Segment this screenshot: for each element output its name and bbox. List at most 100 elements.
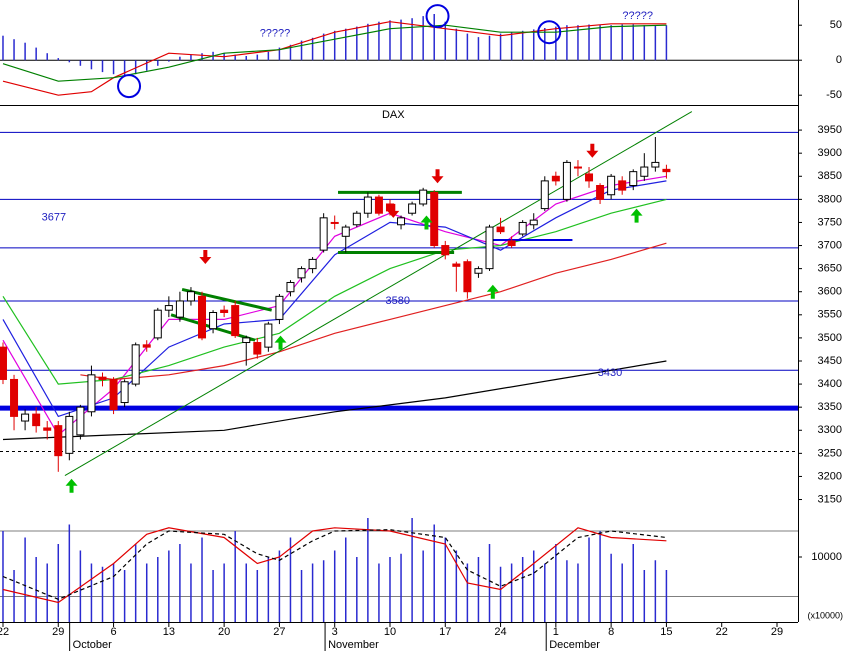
candle-body — [87, 374, 96, 413]
signal-arrow — [420, 215, 433, 230]
y-tick-label: 0 — [836, 54, 842, 66]
indicator-line — [2, 24, 667, 82]
stochastic-line — [2, 527, 667, 604]
candle-body — [330, 221, 339, 224]
candle-body — [220, 309, 229, 313]
y-tick-label: 10000 — [811, 551, 842, 563]
candle-body — [175, 300, 184, 318]
candle-body — [618, 180, 627, 191]
y-tick-label: -50 — [826, 89, 842, 101]
candle-body — [120, 381, 129, 404]
y-tick-label: 3900 — [818, 147, 842, 159]
x-tick-label: 22 — [0, 626, 9, 638]
candle-body — [662, 168, 671, 173]
candle-body — [397, 217, 406, 226]
annotation: 3580 — [385, 295, 409, 307]
candle-body — [463, 261, 472, 293]
candle-body — [562, 161, 571, 200]
y-tick-label: 3200 — [818, 470, 842, 482]
month-label: December — [549, 639, 600, 651]
candle-body — [474, 268, 483, 274]
candle-body — [419, 189, 428, 205]
candle-body — [231, 305, 240, 337]
candle-body — [109, 378, 118, 410]
y-tick-label: 3800 — [818, 193, 842, 205]
candle-body — [341, 226, 350, 237]
signal-arrow — [586, 143, 599, 158]
signal-arrow — [199, 250, 212, 265]
candle-body — [352, 212, 361, 226]
month-label: November — [328, 639, 379, 651]
y-tick-label: 3500 — [818, 332, 842, 344]
signal-arrow — [431, 169, 444, 184]
candle-body — [596, 185, 605, 200]
candle-body — [198, 295, 207, 339]
candle-body — [10, 378, 19, 417]
trend-line — [181, 287, 273, 312]
x-tick-label: 6 — [110, 626, 116, 638]
signal-arrow — [65, 478, 78, 493]
signal-arrow — [274, 335, 287, 350]
annotation: 3677 — [42, 211, 66, 223]
candle-body — [32, 413, 41, 427]
candle-body — [640, 166, 649, 177]
y-tick-label: 3650 — [818, 263, 842, 275]
x-tick-label: 29 — [52, 626, 64, 638]
candle-body — [430, 191, 439, 247]
y-tick-label: 3400 — [818, 378, 842, 390]
x-tick-label: 15 — [660, 626, 672, 638]
candle-body — [408, 203, 417, 214]
y-tick-label: 3150 — [818, 493, 842, 505]
y-tick-label: 3850 — [818, 170, 842, 182]
y-tick-label: 3350 — [818, 401, 842, 413]
y-tick-label: 3250 — [818, 447, 842, 459]
y-tick-label: 3950 — [818, 124, 842, 136]
annotation: ????? — [622, 10, 653, 22]
candle-body — [452, 263, 461, 267]
signal-arrow — [630, 208, 643, 223]
candle-body — [0, 346, 7, 380]
y-tick-label: 3300 — [818, 424, 842, 436]
y-tick-label: 3600 — [818, 286, 842, 298]
candle-body — [651, 161, 660, 168]
y-tick-label: 3450 — [818, 355, 842, 367]
candle-body — [518, 221, 527, 235]
x-tick-label: 3 — [332, 626, 338, 638]
candle-body — [264, 323, 273, 348]
candle-body — [54, 425, 63, 457]
candle-body — [529, 219, 538, 226]
candle-body — [441, 245, 450, 256]
y-tick-label: 3750 — [818, 216, 842, 228]
chart-title: DAX — [382, 109, 405, 121]
x-tick-label: 13 — [163, 626, 175, 638]
candle-body — [253, 342, 262, 355]
highlight-circle — [425, 4, 450, 29]
candle-body — [629, 171, 638, 187]
candle-body — [363, 196, 372, 214]
candle-body — [374, 196, 383, 214]
x-tick-label: 27 — [273, 626, 285, 638]
x-tick-label: 24 — [494, 626, 506, 638]
candle-body — [297, 268, 306, 279]
stochastic-line — [2, 529, 667, 600]
candle-body — [153, 309, 162, 339]
x-tick-label: 1 — [553, 626, 559, 638]
candle-body — [164, 305, 173, 311]
month-label: October — [73, 639, 112, 651]
y-tick-label: 50 — [830, 19, 842, 31]
moving-average — [80, 242, 667, 381]
moving-average — [2, 360, 667, 441]
candle-body — [98, 376, 107, 380]
candle-body — [496, 226, 505, 233]
candle-body — [65, 415, 74, 454]
unit-label: (x10000) — [807, 610, 843, 620]
candle-body — [21, 413, 30, 422]
candle-body — [43, 427, 52, 431]
highlight-circle — [537, 20, 562, 45]
annotation: ????? — [260, 28, 291, 40]
candle-body — [286, 281, 295, 293]
candle-body — [319, 217, 328, 251]
candle-body — [142, 344, 151, 348]
